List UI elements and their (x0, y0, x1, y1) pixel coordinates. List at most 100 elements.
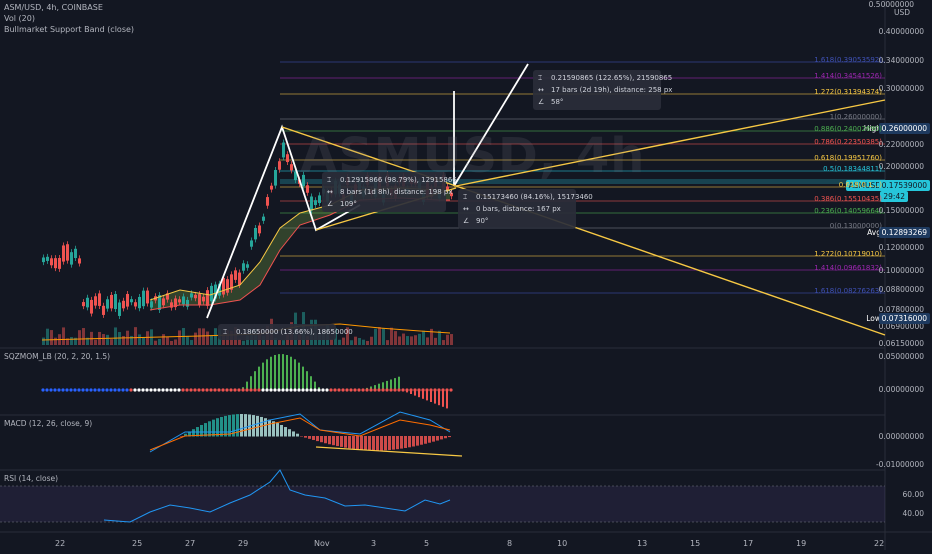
candle (450, 192, 453, 197)
symbol-legend[interactable]: ASM/USD, 4h, COINBASE (4, 3, 103, 12)
macd-histogram-bar (424, 436, 427, 444)
volume-bar (242, 340, 245, 345)
macd-histogram-bar (200, 425, 203, 437)
candle (94, 296, 97, 306)
rsi-legend[interactable]: RSI (14, close) (4, 474, 59, 483)
candle (246, 264, 249, 268)
squeeze-dot (201, 388, 205, 392)
squeeze-dot (137, 388, 141, 392)
last-price-symbol: ASMUSD (845, 180, 884, 191)
macd-histogram-bar (188, 431, 191, 437)
squeeze-momentum-bar (370, 386, 372, 390)
candle (82, 302, 85, 307)
volume-bar (202, 328, 205, 345)
macd-histogram-bar (444, 436, 447, 439)
fib-level-label: 1.272(0.10719010) (814, 250, 882, 258)
macd-histogram-bar (388, 436, 391, 450)
squeeze-momentum-bar (302, 366, 304, 390)
squeeze-dot (73, 388, 77, 392)
measure-tooltip-4[interactable]: ⌶ 0.18650000 (13.66%), 18650000 (218, 324, 353, 340)
volume-bar (274, 337, 277, 345)
volume-bar (146, 331, 149, 345)
volume-bar (402, 333, 405, 345)
measure-tooltip-1[interactable]: ⌶ 0.21590865 (122.65%), 21590865 ↔ 17 bars… (533, 70, 672, 110)
volume-bar (102, 334, 105, 345)
candle (218, 283, 221, 296)
fib-level-label: 0.386(0.15510435) (814, 195, 882, 203)
rsi-tick: 60.00 (902, 490, 924, 499)
candle (170, 302, 173, 308)
measure-price: 0.21590865 (122.65%), 21590865 (551, 74, 673, 82)
volume-bar (94, 339, 97, 345)
squeeze-dot (361, 388, 365, 392)
fib-level-label: 1.414(0.09661832) (814, 264, 882, 272)
squeeze-dot (93, 388, 97, 392)
volume-bar (158, 338, 161, 345)
squeeze-dot (217, 388, 221, 392)
measure-tooltip-3[interactable]: ⌶ 0.15173460 (84.16%), 15173460 ↔ 0 bars, … (458, 189, 593, 229)
support-band-legend[interactable]: Bullmarket Support Band (close) (4, 25, 135, 34)
macd-histogram-bar (288, 429, 291, 437)
squeeze-dot (61, 388, 65, 392)
squeeze-dot (333, 388, 337, 392)
volume-bar (278, 340, 281, 345)
fib-level-label: 0.618(0.19951760) (814, 154, 882, 162)
volume-bar (366, 340, 369, 345)
volume-bar (342, 337, 345, 345)
candle (114, 294, 117, 310)
macd-histogram-bar (380, 436, 383, 451)
macd-histogram-bar (276, 423, 279, 437)
candle (126, 293, 129, 307)
time-tick: 3 (371, 539, 377, 548)
low-tag-label: Low (863, 313, 884, 324)
macd-histogram-bar (360, 436, 363, 450)
candle (318, 195, 321, 204)
macd-histogram-bar (256, 415, 259, 437)
volume-bar (374, 328, 377, 345)
squeeze-dot (229, 388, 233, 392)
last-price-value: 0.17539000 (878, 180, 930, 191)
measure-price: 0.18650000 (13.66%), 18650000 (236, 328, 353, 336)
squeeze-dot (149, 388, 153, 392)
squeeze-dot (49, 388, 53, 392)
squeeze-momentum-bar (266, 359, 268, 390)
volume-bar (378, 327, 381, 345)
volume-bar (190, 340, 193, 345)
candle (166, 293, 169, 300)
volume-legend[interactable]: Vol (20) (4, 14, 35, 23)
macd-histogram-bar (248, 414, 251, 437)
volume-bar (66, 338, 69, 345)
macd-histogram-bar (292, 431, 295, 437)
squeeze-dot (133, 388, 137, 392)
candle (182, 296, 185, 305)
volume-bar (142, 337, 145, 345)
macd-histogram-bar (184, 433, 187, 437)
macd-histogram-bar (232, 414, 235, 437)
macd-tick: 0.00000000 (878, 432, 924, 441)
candle (446, 186, 449, 190)
squeeze-dot (129, 388, 133, 392)
candle (314, 200, 317, 206)
candle (102, 305, 105, 315)
squeeze-dot (293, 388, 297, 392)
squeeze-dot (397, 388, 401, 392)
fib-level-label: 0.618(0.1...) (838, 181, 882, 189)
volume-bar (418, 333, 421, 345)
squeeze-dot (173, 388, 177, 392)
candle (242, 263, 245, 271)
measure-tooltip-2[interactable]: ⌶ 0.12915866 (98.79%), 12915866 ↔ 8 bars (… (322, 172, 457, 212)
macd-histogram-bar (240, 414, 243, 437)
macd-legend[interactable]: MACD (12, 26, close, 9) (4, 419, 93, 428)
squeeze-dot (325, 388, 329, 392)
volume-bar (154, 340, 157, 345)
high-tag-label: High (860, 123, 884, 134)
squeeze-momentum-bar (310, 376, 312, 390)
time-tick: 17 (743, 539, 754, 548)
macd-histogram-bar (396, 436, 399, 450)
squeeze-legend[interactable]: SQZMOM_LB (20, 2, 20, 1.5) (4, 352, 111, 361)
macd-histogram-bar (336, 436, 339, 447)
squeeze-momentum-bar (282, 354, 284, 390)
candle (146, 290, 149, 304)
